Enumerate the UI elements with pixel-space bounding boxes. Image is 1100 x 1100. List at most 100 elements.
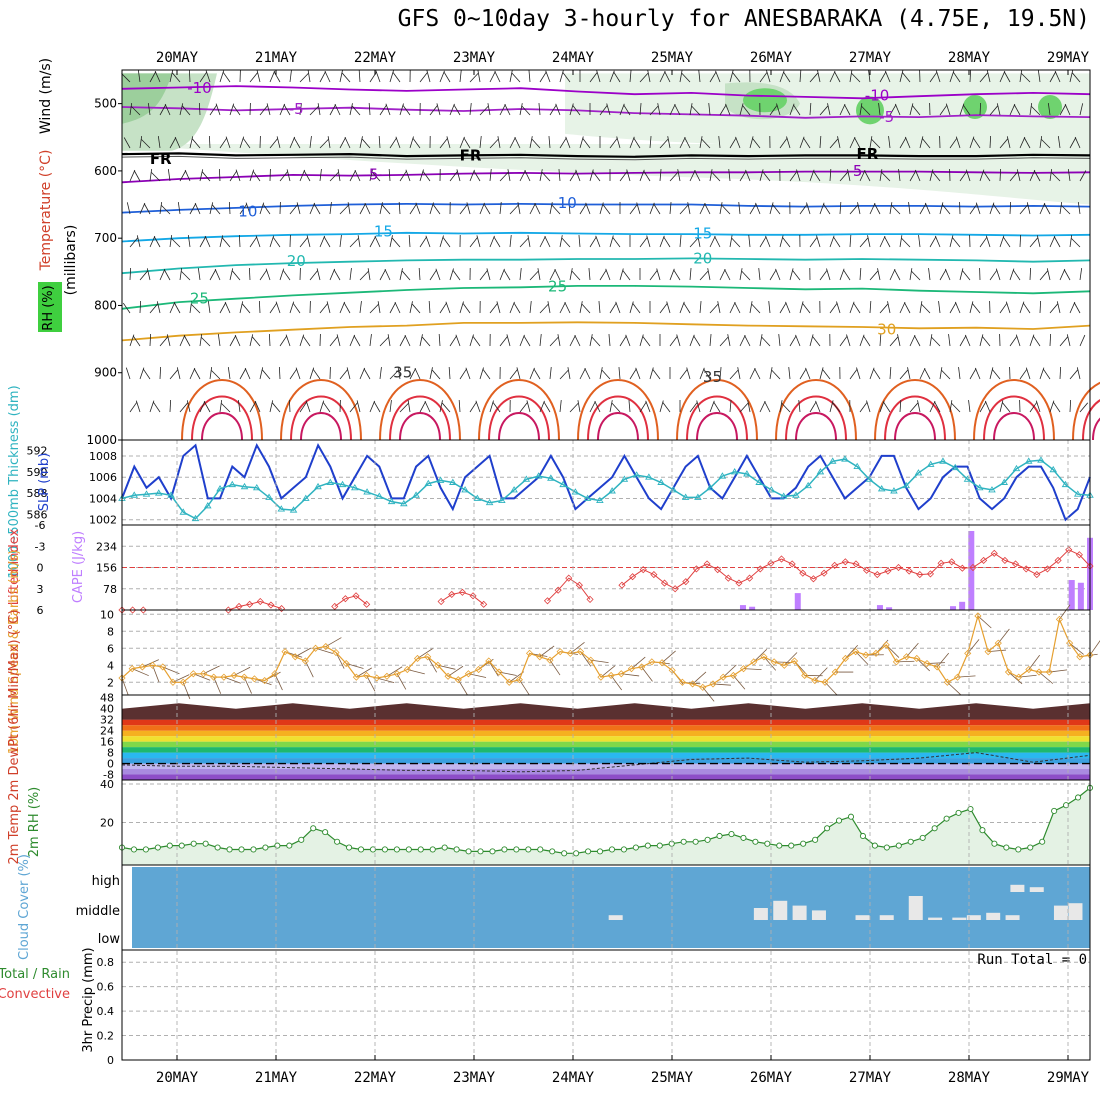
wind-barb <box>709 334 712 347</box>
wind-barb <box>744 335 751 347</box>
wind-barb <box>949 235 954 248</box>
rh-marker <box>405 846 412 853</box>
wind-barb <box>819 270 828 281</box>
wind-barb <box>538 103 541 116</box>
cloud-bar <box>1029 887 1044 892</box>
wind-barb <box>289 70 292 83</box>
wind-barb <box>962 270 971 281</box>
wind-speed-marker <box>689 680 697 688</box>
wind-barb <box>739 103 744 116</box>
wind-barb <box>649 270 658 281</box>
wind-speed-marker <box>526 649 534 657</box>
wind-barb <box>1036 235 1041 248</box>
ylabel-wind: Wind (m/s) <box>38 58 54 134</box>
wind-barb <box>786 136 791 149</box>
rh-marker <box>680 838 687 845</box>
wind-barb <box>499 104 506 116</box>
wind-speed-marker <box>678 678 686 686</box>
surface-wind-barb <box>1069 642 1084 655</box>
wind-barb <box>309 270 318 281</box>
wind-barb <box>891 205 901 215</box>
thickness-marker <box>179 508 188 515</box>
rh-area <box>122 787 1090 865</box>
wind-barb <box>729 235 733 248</box>
wind-barb <box>154 70 161 83</box>
thickness-marker <box>547 474 555 481</box>
wind-barb <box>605 268 611 281</box>
thickness-marker <box>314 482 322 490</box>
rh-marker <box>1003 844 1010 851</box>
surface-wind-barb <box>366 675 376 692</box>
rh-marker <box>453 846 460 853</box>
wind-barb <box>449 103 455 116</box>
wind-speed-marker <box>801 671 809 680</box>
wind-barb <box>408 235 411 248</box>
cape-bar <box>1077 582 1084 610</box>
wind-barb <box>775 268 781 281</box>
wind-barb <box>982 170 991 182</box>
wind-barb <box>528 70 531 83</box>
isotherm <box>121 152 1091 158</box>
wind-barb <box>129 401 138 413</box>
wind-barb <box>288 399 291 413</box>
wind-barb <box>327 136 331 149</box>
wind-barb <box>738 202 741 215</box>
surface-wind-barb <box>121 677 129 696</box>
thickness-marker <box>902 481 910 489</box>
wind-barb <box>839 268 845 281</box>
wind-barb <box>387 334 391 347</box>
wind-speed-marker <box>750 658 758 666</box>
temp-band <box>122 730 1090 737</box>
wind-barb <box>731 237 741 248</box>
wind-barb <box>375 70 381 83</box>
wind-barb <box>483 203 491 215</box>
wind-speed-marker <box>617 670 625 678</box>
surface-wind-barb <box>243 676 252 694</box>
wind-barb <box>687 202 691 215</box>
wind-barb <box>289 368 298 380</box>
wind-barb <box>729 70 734 83</box>
wind-barb <box>935 70 941 83</box>
wind-barb <box>659 71 666 83</box>
wind-speed-marker <box>699 683 707 691</box>
wind-speed-marker <box>943 678 951 686</box>
wind-barb <box>689 334 695 347</box>
thickness-marker <box>939 457 947 464</box>
surface-wind-barb <box>335 652 345 669</box>
thickness-marker <box>1061 480 1070 488</box>
wind-speed-marker <box>933 663 941 671</box>
wind-barb <box>543 401 551 413</box>
wind-barb <box>159 366 162 380</box>
wind-barb <box>1029 401 1038 413</box>
wind-barb <box>904 136 911 149</box>
wind-barb <box>1069 301 1076 314</box>
wind-barb <box>684 137 691 149</box>
wind-barb <box>1079 170 1087 182</box>
wind-barb <box>239 368 247 380</box>
wind-barb <box>713 401 721 413</box>
wind-barb <box>869 136 873 149</box>
wind-barb <box>1069 235 1073 248</box>
wind-barb <box>783 71 791 83</box>
wind-barb <box>888 136 891 149</box>
wind-barb <box>139 270 149 281</box>
wind-barb <box>769 202 774 215</box>
ytick-lifted-index: -6 <box>35 519 46 532</box>
isotherm-surface <box>1072 382 1100 441</box>
wind-barb <box>843 269 851 281</box>
wind-barb <box>972 303 981 314</box>
wind-barb <box>129 169 136 182</box>
wind-barb <box>917 400 921 413</box>
wind-barb <box>159 202 163 215</box>
ylabel-lifted-index: Lifted Index <box>7 528 22 605</box>
wind-barb <box>419 72 428 83</box>
wind-barb <box>809 334 814 347</box>
wind-barb <box>766 70 771 83</box>
isotherm-surface <box>884 395 946 441</box>
wind-barb <box>1069 70 1074 83</box>
wind-barb <box>436 103 441 116</box>
wind-speed-marker <box>424 653 432 661</box>
wind-barb <box>139 300 142 314</box>
wind-barb <box>189 203 197 215</box>
